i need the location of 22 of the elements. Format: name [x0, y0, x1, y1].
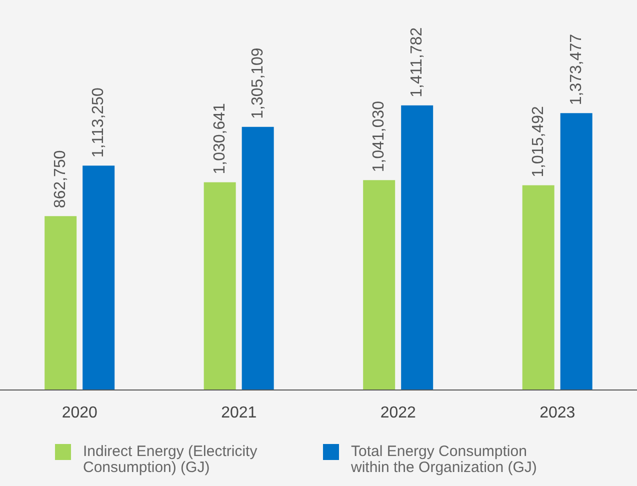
x-tick-label: 2021 — [221, 404, 257, 422]
legend-label: Total Energy Consumption within the Organization (GJ) — [351, 443, 538, 476]
bar — [82, 166, 115, 390]
x-tick-label: 2022 — [380, 404, 416, 422]
data-label: 862,750 — [52, 150, 70, 208]
data-label: 1,373,477 — [568, 34, 585, 106]
data-label: 1,113,250 — [90, 87, 108, 158]
bar — [522, 185, 554, 390]
legend-label: Indirect Energy (Electricity Consumption) (GJ) — [83, 443, 258, 476]
x-tick-label: 2020 — [62, 404, 98, 422]
data-label: 1,030,641 — [211, 102, 228, 174]
bar — [401, 105, 434, 390]
data-label: 1,305,109 — [249, 48, 266, 119]
data-label: 1,041,030 — [370, 100, 388, 172]
bar — [560, 113, 592, 390]
data-label: 1,015,492 — [530, 106, 547, 178]
data-label: 1,411,782 — [408, 27, 426, 98]
bar — [44, 216, 77, 390]
bar — [242, 126, 274, 390]
x-tick-label: 2023 — [540, 404, 576, 422]
bar — [204, 182, 236, 390]
bar — [363, 180, 396, 390]
